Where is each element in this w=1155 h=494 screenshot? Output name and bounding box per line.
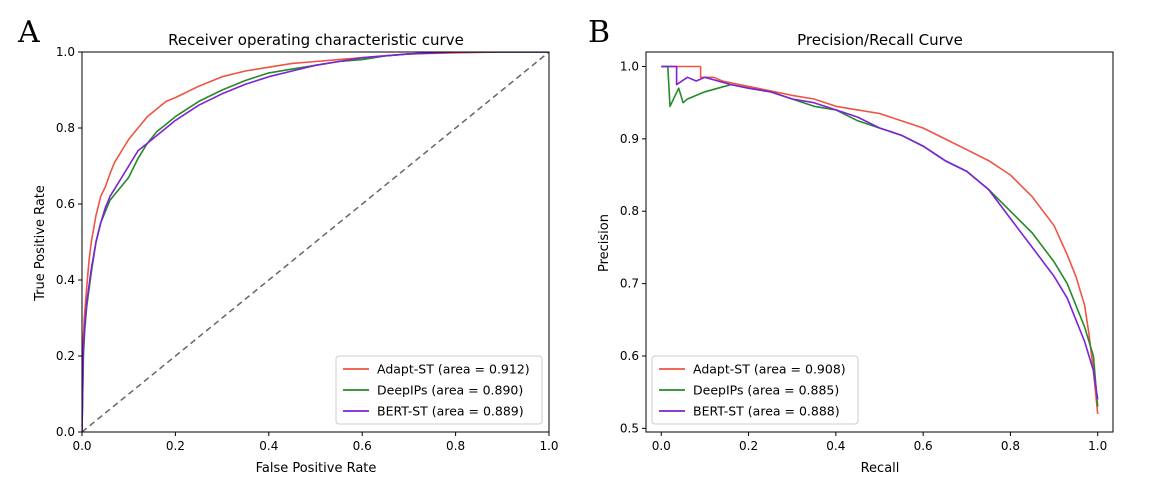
pr-legend-box <box>651 355 859 425</box>
pr-x-tick-label: 0.0 <box>652 439 671 453</box>
pr-x-tick-label: 0.8 <box>1001 439 1020 453</box>
roc-chance-diagonal-line <box>82 52 549 432</box>
pr-x-axis-label: Recall <box>861 461 900 476</box>
roc-x-tick-label: 0.4 <box>259 439 278 453</box>
pr-legend-label: BERT-ST (area = 0.888) <box>693 404 840 419</box>
roc-legend: Adapt-ST (area = 0.912) DeepIPs (area = 0… <box>335 355 543 425</box>
roc-x-tick-label: 1.0 <box>539 439 558 453</box>
pr-legend-label: DeepIPs (area = 0.885) <box>693 383 839 398</box>
pr-y-tick-label: 0.7 <box>620 277 639 291</box>
roc-x-axis-label: False Positive Rate <box>256 461 377 476</box>
pr-x-tick-label: 0.4 <box>826 439 845 453</box>
pr-y-tick-label: 0.5 <box>620 421 639 435</box>
pr-series-line-0 <box>661 65 1099 414</box>
pr-y-tick-label: 0.9 <box>620 132 639 146</box>
roc-legend-box <box>335 355 543 425</box>
roc-legend-label: BERT-ST (area = 0.889) <box>377 404 524 419</box>
pr-legend-label: Adapt-ST (area = 0.908) <box>693 362 846 377</box>
pr-y-tick-label: 0.8 <box>620 204 639 218</box>
roc-legend-label: Adapt-ST (area = 0.912) <box>377 362 530 377</box>
roc-y-tick-label: 0.2 <box>56 349 75 363</box>
pr-series-line-1 <box>661 65 1099 407</box>
roc-y-tick-label: 1.0 <box>56 45 75 59</box>
pr-series-line-2 <box>661 65 1099 400</box>
roc-y-axis-label: True Positive Rate <box>33 185 48 302</box>
roc-x-tick-label: 0.2 <box>166 439 185 453</box>
panel-letter-b: B <box>588 15 610 50</box>
roc-chart-title: Receiver operating characteristic curve <box>168 31 464 49</box>
pr-legend: Adapt-ST (area = 0.908) DeepIPs (area = 0… <box>651 355 859 425</box>
roc-series-line-2 <box>82 52 549 432</box>
pr-y-axis-label: Precision <box>597 214 612 272</box>
roc-plot-area <box>82 52 549 432</box>
roc-x-tick-label: 0.0 <box>72 439 91 453</box>
roc-x-tick-label: 0.8 <box>446 439 465 453</box>
pr-ticks: 0.0 0.2 0.4 0.6 0.8 1.0 0.5 0.6 0.7 0.8 0.9 1.0 <box>620 59 1107 453</box>
roc-y-tick-label: 0.8 <box>56 121 75 135</box>
roc-y-tick-label: 0.6 <box>56 197 75 211</box>
pr-y-tick-label: 1.0 <box>620 59 639 73</box>
pr-x-tick-label: 0.2 <box>739 439 758 453</box>
roc-y-tick-label: 0.4 <box>56 273 75 287</box>
pr-x-tick-label: 1.0 <box>1088 439 1107 453</box>
pr-chart-title: Precision/Recall Curve <box>797 31 963 49</box>
roc-x-tick-label: 0.6 <box>353 439 372 453</box>
roc-ticks: 0.0 0.2 0.4 0.6 0.8 1.0 0.0 0.2 0.4 0.6 0.8 1.0 <box>56 45 559 453</box>
pr-plot-area <box>661 65 1099 414</box>
pr-y-tick-label: 0.6 <box>620 349 639 363</box>
pr-x-tick-label: 0.6 <box>914 439 933 453</box>
panel-letter-a: A <box>17 15 40 50</box>
pr-panel: B Precision/Recall Curve Recall Precisio… <box>588 15 1114 476</box>
roc-panel: A Receiver operating characteristic curv… <box>17 15 559 476</box>
pr-axes-frame <box>645 51 1114 433</box>
roc-axes-frame <box>81 51 550 433</box>
roc-legend-label: DeepIPs (area = 0.890) <box>377 383 523 398</box>
roc-y-tick-label: 0.0 <box>56 425 75 439</box>
